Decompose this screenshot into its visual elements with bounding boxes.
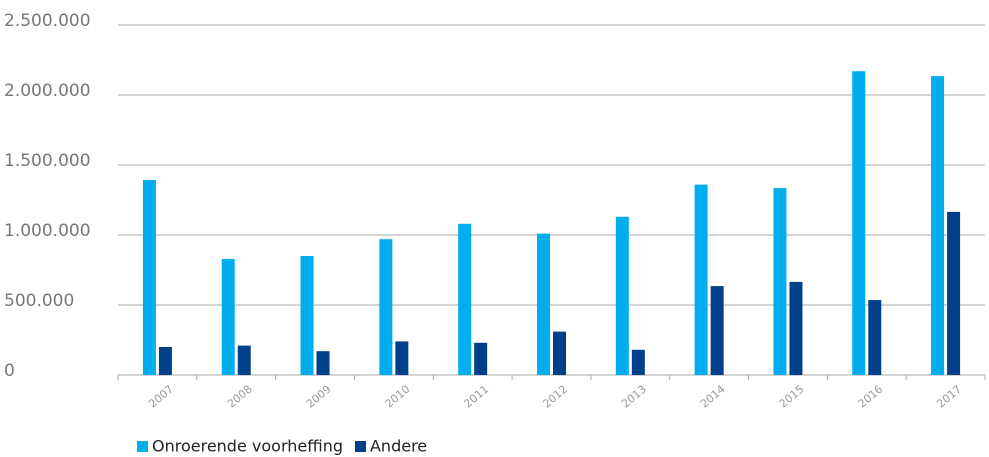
bar (615, 216, 629, 375)
x-tick-label: 2012 (540, 383, 570, 411)
bar (142, 179, 156, 375)
x-tick-label: 2009 (304, 383, 334, 411)
bar (947, 211, 961, 375)
bar (237, 345, 251, 375)
bar (631, 349, 645, 375)
bar (537, 233, 550, 375)
bar (694, 184, 708, 375)
x-tick-label: 2008 (225, 383, 255, 411)
bar (300, 256, 314, 375)
legend-label: Andere (370, 437, 427, 456)
bar (221, 258, 235, 375)
x-tick-label: 2016 (856, 383, 886, 411)
x-tick-label: 2014 (698, 383, 728, 411)
bar (395, 341, 409, 375)
x-tick-label: 2011 (461, 383, 491, 411)
bar (868, 300, 882, 375)
x-tick-label: 2010 (383, 383, 413, 411)
bar (474, 342, 488, 375)
bar (379, 239, 393, 375)
y-tick-label: 0 (4, 361, 15, 381)
bar (789, 281, 803, 375)
bar (316, 351, 330, 375)
bar (852, 71, 866, 375)
legend-swatch (137, 441, 148, 452)
bar (553, 331, 566, 375)
x-tick-label: 2015 (777, 383, 807, 411)
legend-label: Onroerende voorheffing (152, 437, 343, 456)
x-tick-label: 2013 (619, 383, 649, 411)
y-tick-label: 2.500.000 (4, 11, 91, 31)
y-tick-label: 2.000.000 (4, 81, 91, 101)
y-tick-label: 1.000.000 (4, 221, 91, 241)
y-tick-label: 1.500.000 (4, 151, 91, 171)
x-tick-label: 2007 (146, 383, 176, 411)
bar (710, 286, 724, 375)
bar (158, 347, 172, 375)
bar (931, 76, 945, 375)
y-tick-label: 500.000 (4, 291, 74, 311)
bar (458, 223, 472, 375)
x-tick-label: 2017 (934, 383, 964, 411)
legend-swatch (354, 441, 366, 452)
bar (773, 188, 787, 375)
